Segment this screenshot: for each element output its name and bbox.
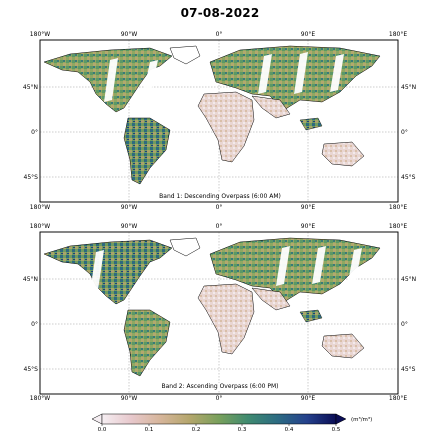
lon-label-bottom: 90°E [300, 395, 316, 402]
lat-label-left: 45°N [22, 276, 38, 283]
lon-label-bottom: 0° [215, 204, 223, 211]
colorbar-tick: 0.2 [191, 427, 201, 433]
colorbar-tick: 0.5 [331, 427, 341, 433]
lon-label-bottom: 180°E [388, 395, 408, 402]
lon-label-top: 180°E [388, 31, 408, 38]
lon-label-top: 180°E [388, 223, 408, 230]
lat-label-left: 0° [31, 321, 38, 328]
lon-label-top: 0° [215, 223, 223, 230]
lon-label-bottom: 90°E [300, 204, 316, 211]
lon-label-top: 0° [215, 31, 223, 38]
lon-label-bottom: 90°W [120, 204, 138, 211]
colorbar-tick: 0.1 [144, 427, 154, 433]
lon-label-top: 90°W [120, 31, 138, 38]
panel-label: Band 1: Descending Overpass (6:00 AM) [156, 193, 284, 200]
lon-label-bottom: 180°W [29, 204, 51, 211]
colorbar-tick: 0.0 [97, 427, 107, 433]
lon-label-top: 180°W [29, 31, 51, 38]
map-title: 07-08-2022 [180, 6, 260, 20]
lon-label-bottom: 180°E [388, 204, 408, 211]
lat-label-right: 45°S [401, 366, 416, 373]
lat-label-left: 45°S [23, 174, 38, 181]
lon-label-bottom: 180°W [29, 395, 51, 402]
lon-label-bottom: 90°W [120, 395, 138, 402]
lat-label-right: 45°S [401, 174, 416, 181]
lon-label-bottom: 0° [215, 395, 223, 402]
lon-label-top: 90°W [120, 223, 138, 230]
lat-label-left: 45°S [23, 366, 38, 373]
colorbar-unit: (m³/m³) [351, 417, 373, 423]
lon-label-top: 90°E [300, 31, 316, 38]
lat-label-left: 45°N [22, 84, 38, 91]
lat-label-right: 45°N [401, 84, 417, 91]
colorbar-tick: 0.4 [284, 427, 294, 433]
lat-label-right: 45°N [401, 276, 417, 283]
lat-label-right: 0° [401, 321, 408, 328]
colorbar-tick: 0.3 [237, 427, 247, 433]
panel-label: Band 2: Ascending Overpass (6:00 PM) [158, 383, 282, 390]
lat-label-right: 0° [401, 129, 408, 136]
lon-label-top: 180°W [29, 223, 51, 230]
lon-label-top: 90°E [300, 223, 316, 230]
lat-label-left: 0° [31, 129, 38, 136]
